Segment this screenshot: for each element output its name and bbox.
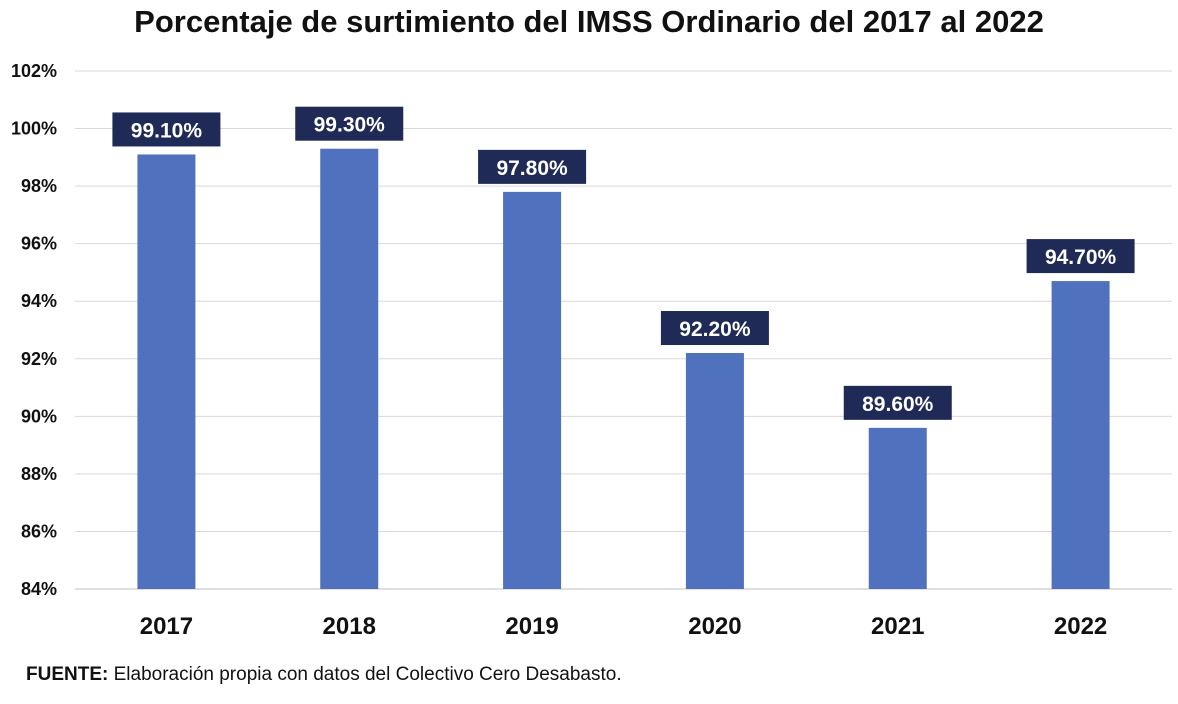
bar — [503, 191, 562, 589]
y-tick-label: 92% — [21, 349, 57, 369]
x-tick-label: 2020 — [688, 613, 741, 640]
y-tick-label: 96% — [21, 234, 57, 254]
data-label: 94.70% — [1045, 246, 1117, 269]
chart-title: Porcentaje de surtimiento del IMSS Ordin… — [134, 4, 1044, 39]
x-tick-label: 2022 — [1054, 613, 1107, 640]
y-tick-label: 100% — [11, 119, 57, 139]
bars — [137, 148, 1110, 589]
y-axis-ticks: 84% 86% 88% 90% 92% 94% 96% 98% 100% 102% — [11, 61, 57, 599]
data-label-box — [660, 311, 769, 346]
y-tick-label: 88% — [21, 464, 57, 484]
data-label-box — [112, 112, 221, 147]
data-label-box — [478, 149, 587, 184]
source-text: Elaboración propia con datos del Colecti… — [108, 664, 622, 685]
y-tick-label: 94% — [21, 291, 57, 311]
bar — [868, 427, 927, 589]
data-label-box — [1026, 239, 1135, 274]
data-label: 89.60% — [862, 393, 934, 416]
gridlines — [75, 70, 1172, 590]
x-tick-label: 2019 — [505, 613, 558, 640]
y-tick-label: 84% — [21, 579, 57, 599]
data-label: 97.80% — [496, 157, 568, 180]
y-tick-label: 102% — [11, 61, 57, 81]
data-label-box — [843, 385, 952, 420]
x-tick-label: 2021 — [871, 613, 924, 640]
data-label: 99.10% — [131, 119, 203, 142]
x-tick-label: 2017 — [140, 613, 193, 640]
bar — [685, 353, 744, 589]
y-tick-label: 90% — [21, 406, 57, 426]
data-label: 92.20% — [679, 318, 751, 341]
x-axis-ticks: 2017 2018 2019 2020 2021 2022 — [140, 613, 1108, 640]
source-note: FUENTE: Elaboración propia con datos del… — [26, 664, 622, 686]
y-tick-label: 98% — [21, 176, 57, 196]
bar — [137, 154, 196, 589]
bar — [320, 148, 379, 589]
data-label-box — [295, 106, 404, 141]
x-tick-label: 2018 — [323, 613, 376, 640]
data-labels: 99.10% 99.30% 97.80% 92.20% 89.60% 94.70% — [112, 106, 1135, 420]
bar — [1051, 281, 1110, 589]
data-label: 99.30% — [314, 114, 386, 137]
y-tick-label: 86% — [21, 521, 57, 541]
source-label: FUENTE: — [26, 664, 109, 685]
